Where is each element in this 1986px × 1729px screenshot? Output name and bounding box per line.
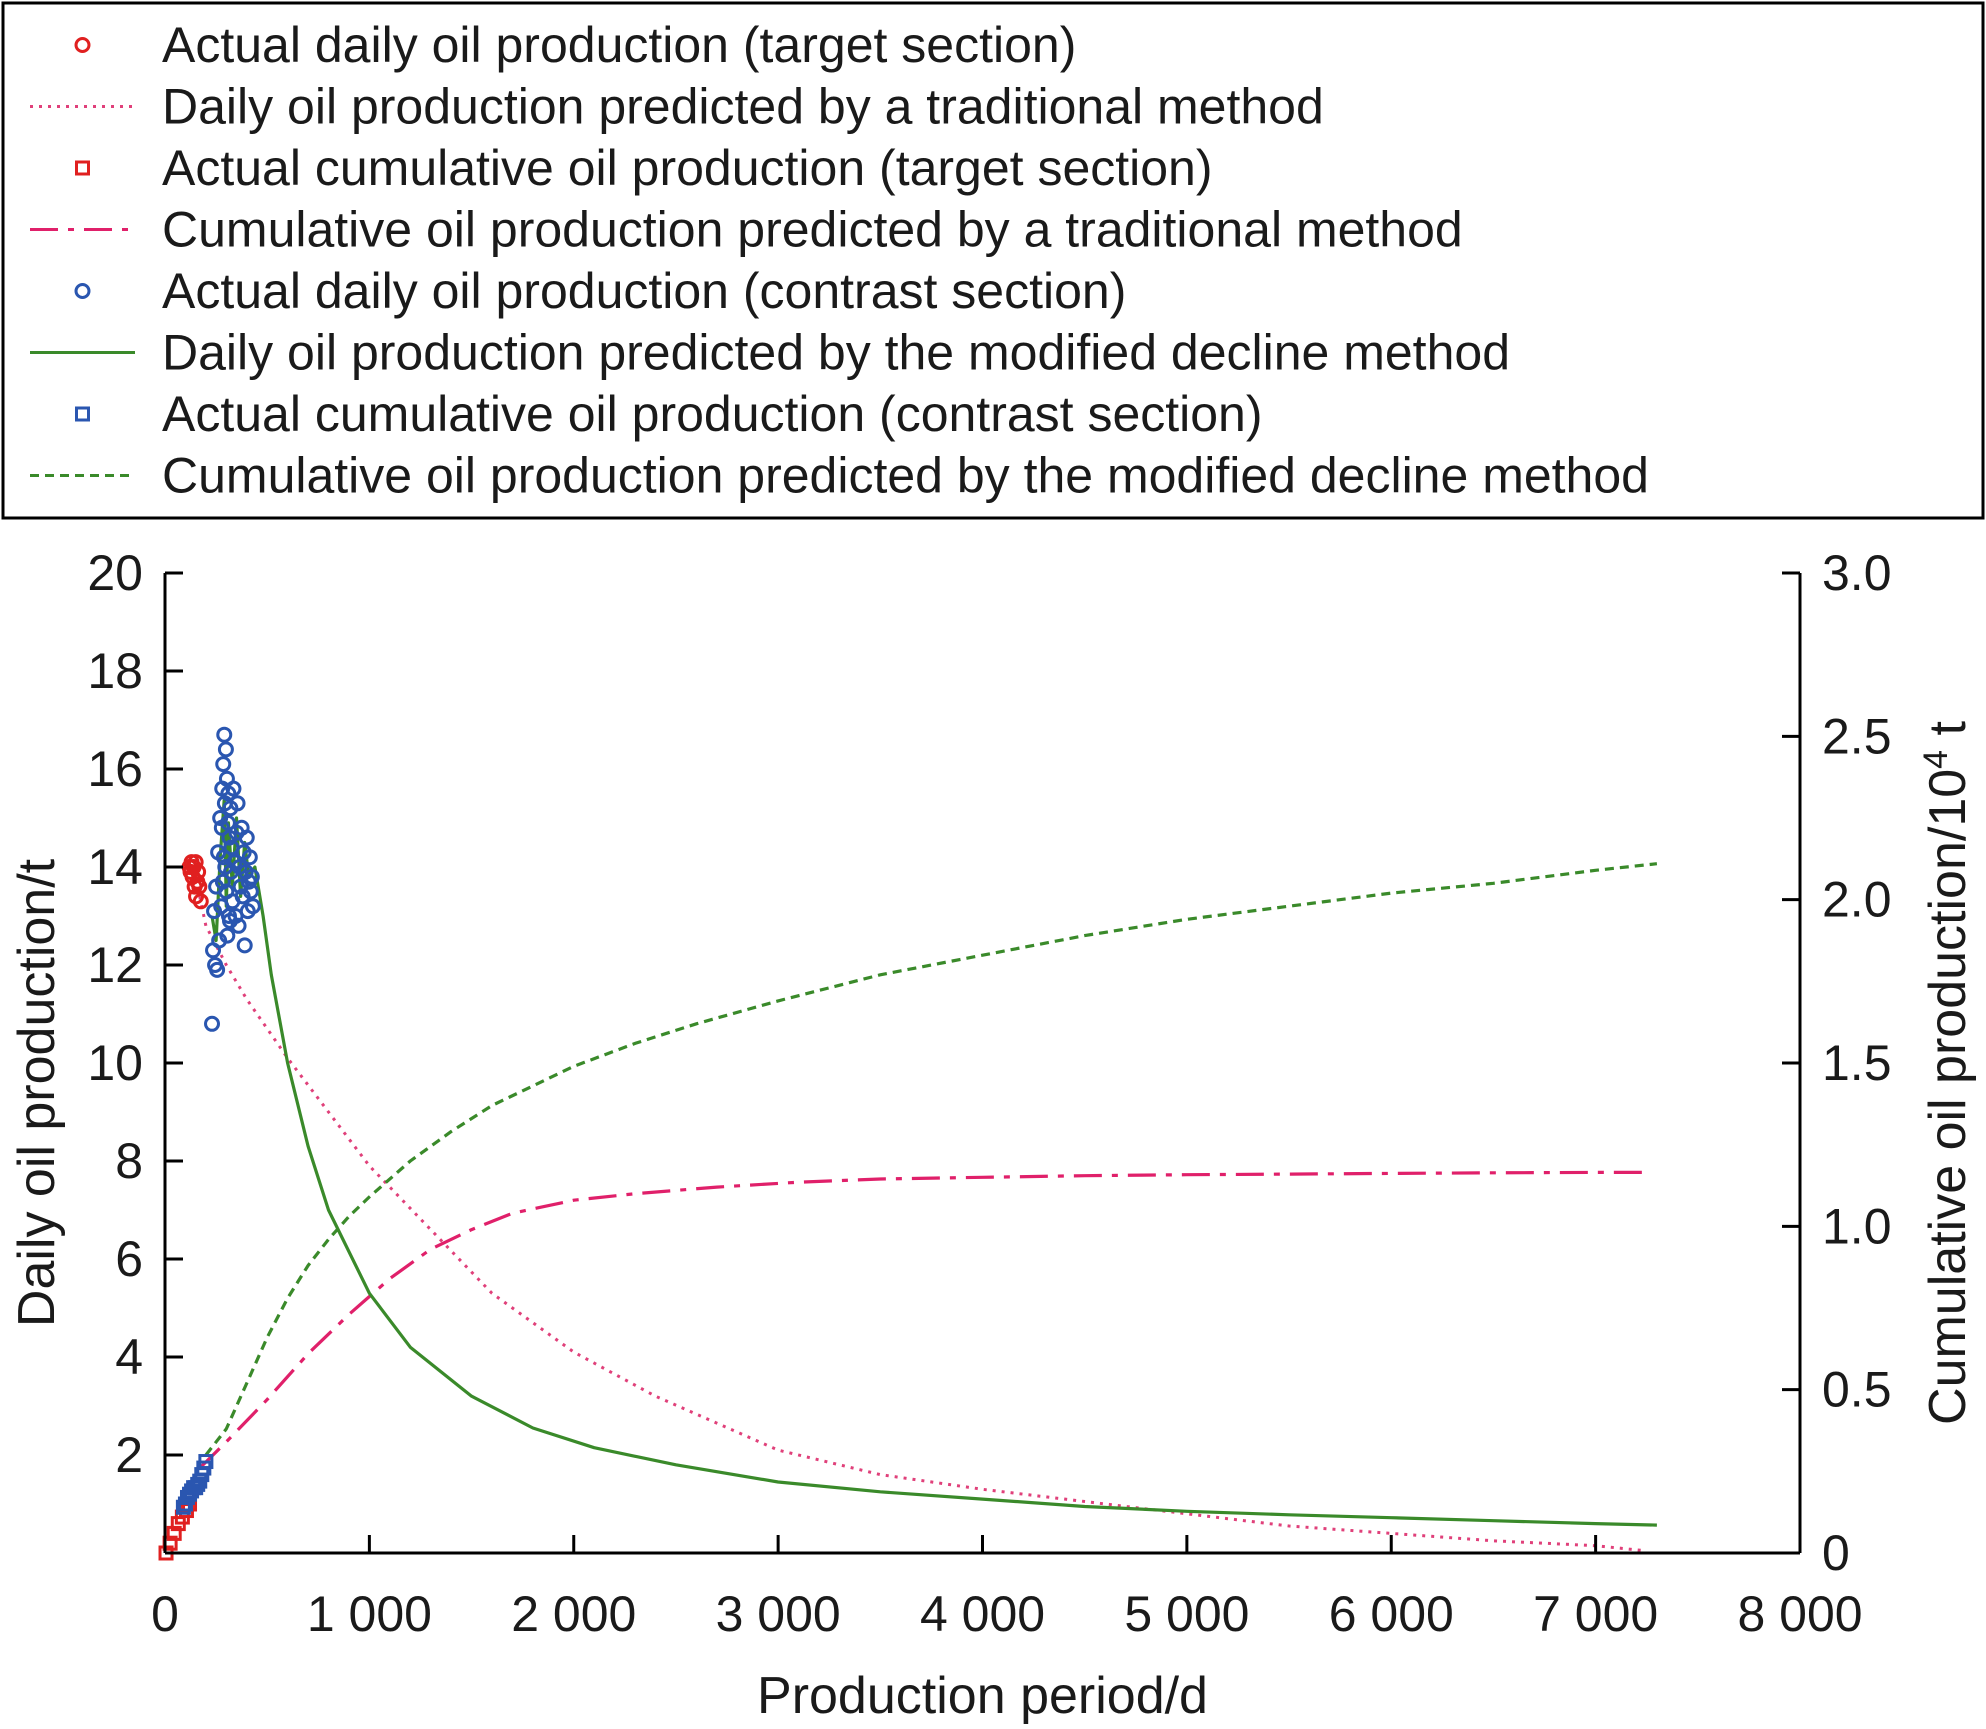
y-tick-label-right: 0.5 — [1822, 1362, 1892, 1418]
data-point — [230, 917, 247, 934]
data-point — [187, 854, 204, 871]
data-point — [225, 780, 242, 797]
data-point — [198, 1454, 214, 1470]
y-tick-label-right: 3.0 — [1822, 545, 1892, 601]
x-tick-label: 0 — [151, 1586, 179, 1642]
data-point — [219, 814, 236, 831]
x-tick-label: 5 000 — [1124, 1586, 1249, 1642]
series-1 — [181, 854, 209, 910]
legend-swatch — [75, 406, 90, 422]
data-point — [209, 961, 226, 978]
x-tick-label: 1 000 — [307, 1586, 432, 1642]
y-tick-label-right: 1.0 — [1822, 1198, 1892, 1254]
series-6 — [210, 796, 1657, 1527]
series-8 — [204, 862, 1658, 1456]
y-tick-label-left: 2 — [115, 1427, 143, 1483]
series-4 — [198, 1170, 1643, 1470]
data-point — [238, 829, 255, 846]
legend-label: Cumulative oil production predicted by t… — [162, 448, 1649, 504]
data-point — [190, 863, 207, 880]
data-point — [191, 878, 208, 895]
legend-entry: Actual cumulative oil production (contra… — [75, 386, 1263, 442]
y-tick-label-left: 12 — [87, 937, 143, 993]
series-line — [204, 862, 1658, 1456]
legend-label: Actual cumulative oil production (contra… — [162, 386, 1263, 442]
data-point — [217, 741, 234, 758]
y-tick-label-left: 16 — [87, 741, 143, 797]
series-2 — [198, 896, 1643, 1552]
data-point — [243, 868, 260, 885]
y-tick-label-left: 18 — [87, 643, 143, 699]
y-tick-label-left: 14 — [87, 839, 143, 895]
series-line — [198, 896, 1643, 1552]
legend-label: Cumulative oil production predicted by a… — [162, 202, 1463, 258]
plot-area — [158, 726, 1658, 1561]
data-point — [192, 893, 209, 910]
data-point — [215, 756, 232, 773]
y2-label-sup: 4 — [1917, 750, 1955, 769]
legend-box — [1, 1, 1985, 520]
legend-entry: Daily oil production predicted by a trad… — [30, 79, 1324, 135]
legend-entry: Daily oil production predicted by the mo… — [30, 325, 1510, 381]
series-7 — [175, 1454, 214, 1515]
legend-entry: Cumulative oil production predicted by t… — [30, 448, 1649, 504]
data-point — [244, 898, 261, 915]
y-tick-label-right: 2.5 — [1822, 708, 1892, 764]
legend-label: Daily oil production predicted by the mo… — [162, 325, 1510, 381]
series-line — [210, 796, 1657, 1527]
legend-label: Daily oil production predicted by a trad… — [162, 79, 1324, 135]
legend-entry: Actual daily oil production (contrast se… — [74, 263, 1126, 319]
x-tick-label: 4 000 — [920, 1586, 1045, 1642]
legend-entry: Actual daily oil production (target sect… — [74, 17, 1076, 73]
data-point — [166, 1525, 182, 1541]
data-point — [229, 795, 246, 812]
data-point — [204, 1015, 221, 1032]
data-point — [241, 849, 258, 866]
y2-label-unit: t — [1919, 720, 1977, 749]
y-tick-label-left: 8 — [115, 1133, 143, 1189]
data-point — [190, 1476, 206, 1492]
y-axis-title-right: Cumulative oil production/104 t — [1917, 720, 1977, 1425]
data-point — [216, 726, 233, 743]
y-tick-label-right: 0 — [1822, 1525, 1850, 1581]
y2-label-main: Cumulative oil production/10 — [1919, 769, 1977, 1425]
legend-entry: Actual cumulative oil production (target… — [75, 140, 1213, 196]
y-tick-label-left: 10 — [87, 1035, 143, 1091]
data-point — [236, 937, 253, 954]
data-point — [219, 927, 236, 944]
y-axis-title-left: Daily oil production/t — [8, 858, 66, 1327]
x-tick-label: 8 000 — [1737, 1586, 1862, 1642]
data-point — [242, 883, 259, 900]
legend-swatch — [74, 283, 91, 299]
y-tick-label-left: 20 — [87, 545, 143, 601]
series-line — [198, 1170, 1643, 1470]
y-tick-label-left: 4 — [115, 1329, 143, 1385]
data-point — [214, 873, 231, 890]
legend-swatch — [75, 160, 90, 176]
legend: Actual daily oil production (target sect… — [30, 17, 1649, 504]
y-tick-label-left: 6 — [115, 1231, 143, 1287]
x-tick-label: 3 000 — [716, 1586, 841, 1642]
y-tick-label-right: 1.5 — [1822, 1035, 1892, 1091]
legend-label: Actual daily oil production (target sect… — [162, 17, 1076, 73]
legend-entry: Cumulative oil production predicted by a… — [30, 202, 1463, 258]
x-axis-title: Production period/d — [757, 1667, 1208, 1725]
x-tick-label: 7 000 — [1533, 1586, 1658, 1642]
legend-label: Actual cumulative oil production (target… — [162, 140, 1213, 196]
legend-label: Actual daily oil production (contrast se… — [162, 263, 1126, 319]
x-tick-label: 2 000 — [511, 1586, 636, 1642]
legend-swatch — [74, 37, 91, 53]
x-tick-label: 6 000 — [1329, 1586, 1454, 1642]
series-5 — [204, 726, 261, 1032]
y-tick-label-right: 2.0 — [1822, 872, 1892, 928]
